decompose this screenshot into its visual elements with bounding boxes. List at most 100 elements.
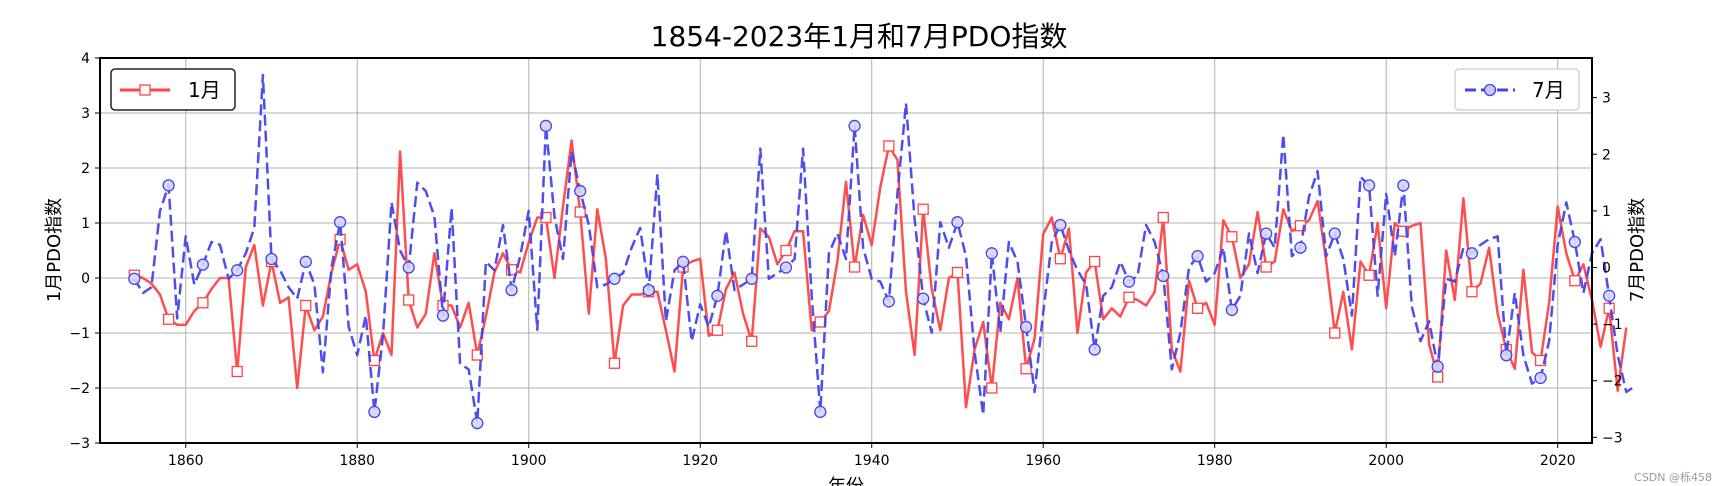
plot-frame <box>99 57 1593 444</box>
data-point <box>746 335 758 347</box>
data-point <box>814 405 827 419</box>
data-point <box>1020 363 1032 375</box>
legend-january-box <box>110 68 236 111</box>
data-point <box>1225 303 1239 317</box>
data-point <box>231 264 244 277</box>
data-point <box>1123 291 1135 303</box>
x-tick-label: 1860 <box>168 453 204 469</box>
data-point <box>162 313 175 325</box>
y-left-tick-label: −3 <box>69 436 90 452</box>
data-point <box>1226 231 1238 243</box>
data-point <box>882 295 896 308</box>
data-point <box>1157 269 1170 283</box>
y-right-tick-label: −1 <box>1602 317 1623 333</box>
data-point <box>1191 250 1204 263</box>
data-point <box>436 309 450 322</box>
y-left-tick-label: 0 <box>81 271 90 287</box>
y-right-tick-label: 2 <box>1602 147 1611 163</box>
data-point <box>574 184 587 198</box>
data-point <box>471 349 483 361</box>
data-point <box>883 140 895 152</box>
data-point <box>848 119 861 133</box>
data-point <box>1019 320 1033 334</box>
data-point <box>265 252 278 266</box>
data-point <box>1089 255 1101 268</box>
data-point <box>676 255 690 268</box>
data-point <box>1122 275 1136 288</box>
data-point <box>505 264 518 276</box>
x-axis-label: 年份 <box>828 476 864 486</box>
y-left-tick-label: 1 <box>81 216 90 232</box>
data-point <box>780 244 792 257</box>
data-point <box>1260 227 1273 240</box>
legend-january-marker <box>139 84 151 96</box>
legend-july: 7月 <box>1454 68 1580 111</box>
y-left-tick-label: −2 <box>69 381 90 397</box>
x-axis-ticks: 1860 1880 1900 1920 1940 1960 1980 2000 2020 <box>168 443 1576 469</box>
y-right-tick-label: 1 <box>1602 204 1611 220</box>
x-tick-label: 1980 <box>1197 453 1233 469</box>
data-point <box>711 324 724 336</box>
data-point <box>471 417 484 430</box>
x-tick-label: 1940 <box>854 453 890 469</box>
data-point <box>505 283 518 297</box>
data-point <box>1431 360 1444 373</box>
x-tick-label: 1920 <box>682 453 718 469</box>
data-point <box>986 382 998 394</box>
credit-watermark: CSDN @栎458 <box>1634 471 1712 484</box>
x-tick-label: 1900 <box>511 453 547 469</box>
x-tick-label: 1880 <box>339 453 375 469</box>
data-point <box>128 272 141 285</box>
y-left-tick-label: 2 <box>81 161 90 177</box>
series-line-0 <box>133 139 1628 409</box>
data-point <box>1294 220 1307 232</box>
legend-january: 1月 <box>110 68 236 111</box>
data-point <box>951 266 964 279</box>
series-line-1 <box>133 73 1636 425</box>
legend-january-label: 1月 <box>188 78 221 102</box>
y-axis-right-ticks: −3 −2 −1 0 1 2 3 <box>1592 91 1623 446</box>
data-point <box>1465 247 1479 260</box>
data-point <box>196 258 210 271</box>
legend-july-marker <box>1483 83 1497 97</box>
data-point <box>574 206 586 218</box>
data-point <box>1569 275 1581 287</box>
data-point <box>608 357 621 369</box>
data-point <box>1568 235 1582 249</box>
data-point <box>539 119 553 133</box>
x-tick-label: 2020 <box>1540 453 1576 469</box>
data-point <box>1054 253 1067 265</box>
data-point <box>299 255 312 268</box>
data-point <box>1260 261 1272 273</box>
data-point <box>1191 302 1204 314</box>
chart-title: 1854-2023年1月和7月PDO指数 <box>651 20 1068 53</box>
data-point <box>1397 179 1410 192</box>
y-right-tick-label: 0 <box>1602 260 1611 276</box>
data-point <box>231 365 243 378</box>
y-right-tick-label: 3 <box>1602 91 1611 107</box>
y-axis-right-label: 7月PDO指数 <box>1627 198 1648 302</box>
y-right-tick-label: −3 <box>1602 430 1623 446</box>
data-point <box>197 297 209 309</box>
y-right-tick-label: −2 <box>1602 374 1623 390</box>
x-tick-label: 1960 <box>1025 453 1061 469</box>
data-point <box>917 292 930 305</box>
data-point <box>1328 227 1341 240</box>
data-point <box>1500 349 1513 362</box>
data-point <box>1157 211 1169 224</box>
data-point <box>1362 179 1376 192</box>
y-left-tick-label: 4 <box>81 51 90 67</box>
legend-july-box <box>1454 68 1580 111</box>
data-point <box>300 299 312 312</box>
data-point <box>403 294 415 306</box>
y-axis-left-ticks: −3 −2 −1 0 1 2 3 4 <box>69 51 100 452</box>
data-point <box>985 247 998 260</box>
data-point <box>745 272 758 285</box>
x-tick-label: 2000 <box>1368 453 1404 469</box>
data-point <box>917 203 929 215</box>
data-point <box>1602 289 1616 302</box>
data-point <box>1088 343 1101 356</box>
data-point <box>1466 286 1478 298</box>
data-point <box>642 283 655 297</box>
